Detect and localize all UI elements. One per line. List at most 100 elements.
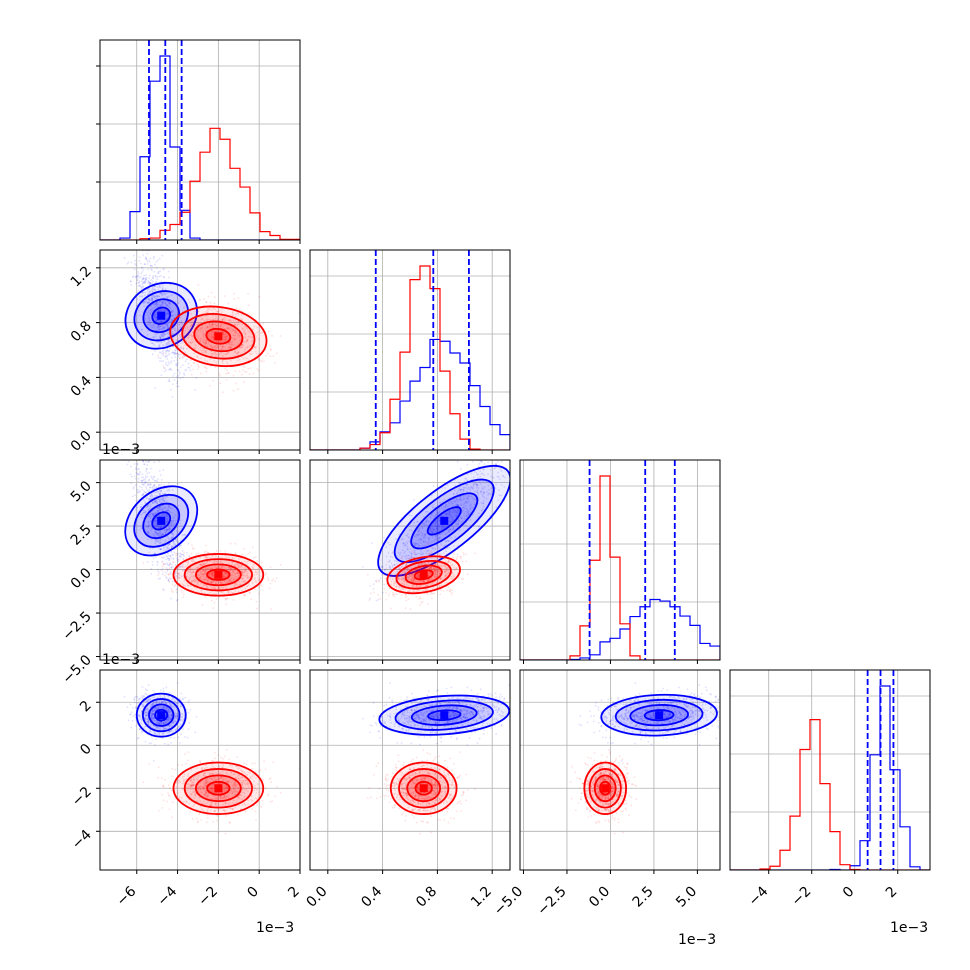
sample-point [161,284,164,287]
sample-point [417,552,420,555]
sample-point [169,367,172,370]
sample-point [238,558,240,561]
sample-point [182,596,185,599]
sample-point [164,541,166,544]
sample-point [167,340,170,343]
sample-point [189,328,192,331]
sample-point [247,576,249,579]
sample-point [404,555,407,558]
sample-point [175,554,177,557]
sample-point [220,561,223,564]
sample-point [415,553,418,556]
sample-point [206,551,209,554]
sample-point [492,477,495,479]
sample-point [470,485,473,488]
sample-point [155,517,158,520]
sample-point [154,480,157,482]
sample-point [433,521,436,524]
sample-point [190,552,193,555]
sample-point [209,318,211,321]
sample-point [228,319,231,322]
sample-point [451,572,454,575]
sample-point [400,586,403,589]
sample-point [141,479,144,482]
sample-point [159,485,162,488]
sample-point [240,346,242,349]
sample-point [164,333,167,336]
sample-point [212,323,215,326]
sample-point [209,580,212,583]
sample-point [441,526,444,529]
sample-point [422,523,425,525]
sample-point [162,332,165,335]
sample-point [193,579,196,582]
sample-point [153,322,155,325]
sample-point [167,579,170,582]
sample-point [475,486,478,489]
sample-point [169,563,171,566]
sample-point [191,575,194,578]
sample-point [202,573,205,576]
sample-point [167,305,170,308]
sample-point [203,342,205,344]
sample-point [145,491,147,494]
sample-point [202,332,205,335]
sample-point [417,520,419,523]
sample-point [161,333,164,335]
sample-point [428,537,431,540]
sample-point [421,526,424,529]
sample-point [202,569,204,572]
sample-point [421,522,424,524]
sample-point [445,570,448,572]
sample-point [246,327,249,330]
sample-point [170,557,173,559]
sample-point [130,284,133,286]
sample-point [239,334,242,337]
sample-point [256,368,259,370]
sample-point [215,325,218,327]
sample-point [174,314,177,316]
sample-point [390,575,393,578]
sample-point [157,272,160,275]
sample-point [406,568,408,571]
sample-point [453,574,456,577]
sample-point [463,486,466,489]
sample-point [154,501,156,504]
sample-point [201,573,204,576]
sample-point [500,484,503,487]
sample-point [150,342,153,344]
sample-point [190,581,192,583]
sample-point [165,313,168,315]
sample-point [177,374,180,377]
sample-point [208,572,211,575]
sample-point [153,336,156,338]
sample-point [203,320,206,323]
sample-point [449,510,451,513]
sample-point [427,542,429,545]
sample-point [462,520,464,522]
sample-point [156,490,159,493]
sample-point [180,553,183,556]
sample-point [233,343,236,346]
sample-point [223,579,226,582]
sample-point [244,333,247,336]
sample-point [158,351,161,354]
sample-point [431,540,434,543]
sample-point [159,505,162,508]
sample-point [222,573,224,576]
sample-point [205,339,208,341]
sample-point [181,322,184,325]
sample-point [164,507,166,510]
sample-point [213,346,216,349]
sample-point [242,547,245,550]
sample-point [141,285,144,288]
sample-point [455,567,458,570]
sample-point [196,310,199,313]
sample-point [181,534,184,537]
sample-point [152,514,155,517]
sample-point [157,309,160,312]
sample-point [191,323,194,326]
sample-point [160,490,163,493]
sample-point [141,513,144,516]
sample-point [442,508,445,511]
